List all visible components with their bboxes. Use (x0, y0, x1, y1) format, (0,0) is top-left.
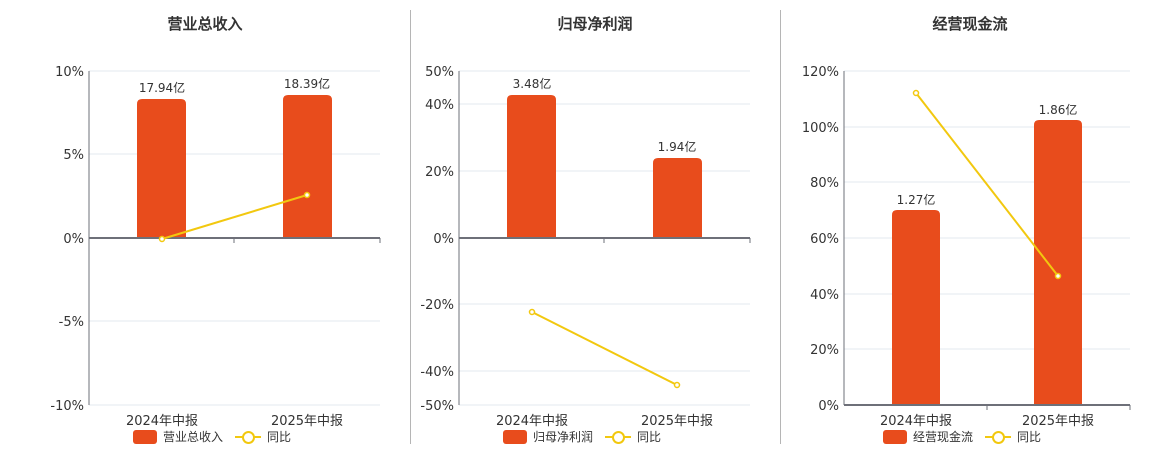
svg-text:120%: 120% (802, 65, 839, 80)
chart-plot: 10% 5% 0% -5% -10% 17.94亿 18.39亿 2024年中报… (50, 65, 381, 429)
chart-title: 归母净利润 (557, 15, 633, 33)
svg-text:18.39亿: 18.39亿 (284, 76, 330, 91)
bar-value-labels: 3.48亿 1.94亿 (513, 76, 697, 154)
svg-text:20%: 20% (810, 343, 839, 358)
bar-2024[interactable] (507, 95, 556, 238)
yoy-line (531, 311, 678, 386)
chart-title: 营业总收入 (167, 15, 243, 33)
svg-text:40%: 40% (810, 288, 839, 303)
svg-text:100%: 100% (802, 121, 839, 136)
legend-line-icon[interactable] (605, 430, 632, 444)
bar-2024[interactable] (892, 210, 940, 405)
bar-2024[interactable] (137, 99, 186, 238)
bar-2025[interactable] (283, 95, 332, 238)
yoy-point[interactable] (303, 191, 311, 199)
svg-text:3.48亿: 3.48亿 (513, 76, 552, 91)
svg-text:-10%: -10% (50, 399, 84, 414)
legend: 经营现金流 同比 (883, 428, 1041, 445)
svg-text:0%: 0% (818, 399, 839, 414)
svg-text:50%: 50% (425, 65, 454, 80)
svg-text:2025年中报: 2025年中报 (271, 414, 343, 429)
legend-bar-swatch[interactable] (133, 429, 157, 444)
legend-bar-label[interactable]: 经营现金流 (913, 430, 974, 444)
x-tick-labels: 2024年中报 2025年中报 (496, 414, 713, 429)
svg-text:60%: 60% (810, 232, 839, 247)
chart-plot: 50% 40% 20% 0% -20% -40% -50% 3.48亿 1.94… (420, 65, 751, 429)
panel-divider (780, 10, 781, 444)
svg-text:2024年中报: 2024年中报 (880, 414, 952, 429)
yoy-line (161, 194, 308, 240)
yoy-point[interactable] (158, 235, 166, 243)
legend-line-label[interactable]: 同比 (637, 430, 662, 444)
grid-lines (89, 70, 380, 406)
svg-text:2025年中报: 2025年中报 (641, 414, 713, 429)
yoy-point[interactable] (1054, 272, 1062, 280)
bar-2025[interactable] (653, 158, 702, 238)
legend-bar-label[interactable]: 归母净利润 (533, 430, 594, 444)
legend-bar-swatch[interactable] (503, 429, 527, 444)
yoy-point[interactable] (912, 89, 920, 97)
svg-text:5%: 5% (63, 148, 84, 163)
svg-text:1.86亿: 1.86亿 (1039, 102, 1078, 117)
yoy-line (915, 92, 1059, 277)
svg-text:80%: 80% (810, 176, 839, 191)
svg-text:2024年中报: 2024年中报 (126, 414, 198, 429)
chart-panel-operating-cash-flow: 经营现金流 120% 100% 80% 60% 40% 20% 0% 1.27亿… (780, 0, 1160, 450)
legend-line-icon[interactable] (985, 430, 1012, 444)
chart-panel-net-profit: 归母净利润 50% 40% 20% 0% -20% -40% -50% 3.48… (410, 0, 780, 450)
y-tick-labels: 50% 40% 20% 0% -20% -40% -50% (420, 65, 454, 414)
svg-text:-5%: -5% (59, 315, 84, 330)
chart-plot: 120% 100% 80% 60% 40% 20% 0% 1.27亿 1.86亿… (802, 65, 1131, 429)
legend-line-icon[interactable] (235, 430, 262, 444)
grid-lines (844, 70, 1130, 350)
svg-text:1.94亿: 1.94亿 (658, 139, 697, 154)
x-tick-labels: 2024年中报 2025年中报 (880, 414, 1094, 429)
svg-text:40%: 40% (425, 98, 454, 113)
svg-text:2025年中报: 2025年中报 (1022, 414, 1094, 429)
legend-line-label[interactable]: 同比 (267, 430, 292, 444)
x-tick-labels: 2024年中报 2025年中报 (126, 414, 343, 429)
svg-text:17.94亿: 17.94亿 (139, 80, 185, 95)
svg-text:0%: 0% (433, 232, 454, 247)
yoy-point[interactable] (673, 381, 681, 389)
svg-text:-50%: -50% (420, 399, 454, 414)
panel-divider (410, 10, 411, 444)
bar-value-labels: 1.27亿 1.86亿 (897, 102, 1078, 207)
svg-text:-40%: -40% (420, 365, 454, 380)
svg-text:10%: 10% (55, 65, 84, 80)
chart-panel-revenue: 营业总收入 10% 5% 0% -5% -10% 17.94亿 18.39亿 2… (0, 0, 410, 450)
legend: 营业总收入 同比 (133, 428, 291, 445)
legend-bar-swatch[interactable] (883, 429, 907, 444)
bar-value-labels: 17.94亿 18.39亿 (139, 76, 330, 95)
legend-bar-label[interactable]: 营业总收入 (163, 430, 224, 444)
svg-text:-20%: -20% (420, 298, 454, 313)
svg-text:1.27亿: 1.27亿 (897, 192, 936, 207)
y-tick-labels: 120% 100% 80% 60% 40% 20% 0% (802, 65, 839, 414)
y-tick-labels: 10% 5% 0% -5% -10% (50, 65, 84, 414)
legend: 归母净利润 同比 (503, 428, 661, 445)
svg-text:0%: 0% (63, 232, 84, 247)
yoy-point[interactable] (528, 308, 536, 316)
chart-title: 经营现金流 (932, 15, 1008, 33)
svg-text:20%: 20% (425, 165, 454, 180)
bar-2025[interactable] (1034, 120, 1082, 405)
svg-text:2024年中报: 2024年中报 (496, 414, 568, 429)
legend-line-label[interactable]: 同比 (1017, 430, 1042, 444)
